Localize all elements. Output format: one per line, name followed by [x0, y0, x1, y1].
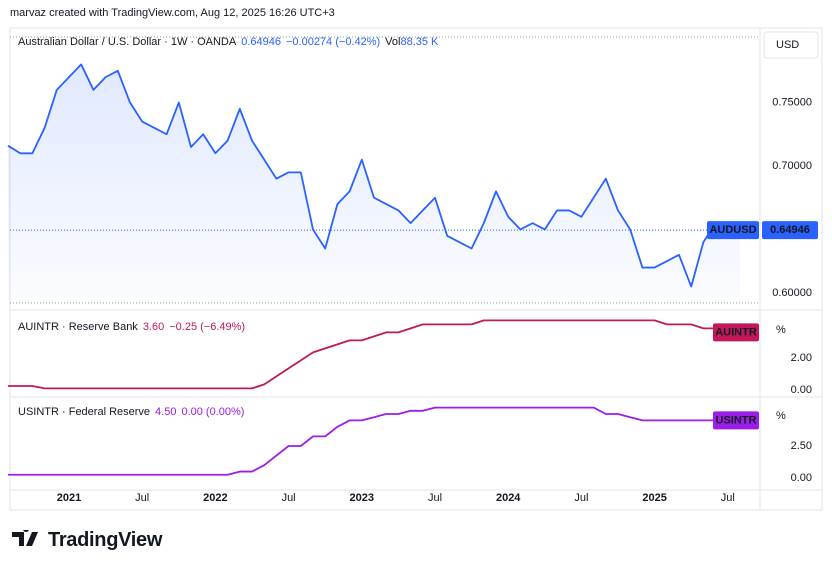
value-change: −0.25 (−6.49%) [169, 321, 246, 333]
series-tag: AUDUSD [709, 224, 756, 236]
y-tick-label: 2.50 [791, 440, 812, 452]
tag-box [707, 221, 759, 240]
x-tick-label: Jul [721, 492, 735, 504]
y-tick-label: 0.00 [791, 472, 812, 484]
y-tick-label: 0.70000 [772, 160, 812, 172]
x-tick-label: 2022 [203, 492, 227, 504]
x-tick-label: Jul [574, 492, 588, 504]
brand-name: TradingView [48, 529, 163, 551]
x-tick-label: 2021 [57, 492, 81, 504]
value-change: 0.00 (0.00%) [181, 406, 245, 418]
x-tick-label: 2023 [350, 492, 374, 504]
y-tick-label: 0.00 [791, 384, 812, 396]
last-price: 0.64946 [241, 36, 281, 48]
indicator-title: AUINTR · Reserve Bank [18, 321, 138, 333]
last-value: 4.50 [155, 406, 177, 418]
axis-unit: % [776, 324, 786, 336]
x-tick-label: Jul [282, 492, 296, 504]
area-fill [8, 64, 740, 303]
x-tick-label: Jul [135, 492, 149, 504]
pane-header: AUINTR · Reserve Bank 3.60 −0.25 (−6.49%) [18, 321, 250, 333]
volume: 88.35 K [400, 36, 439, 48]
price-tag: 0.64946 [770, 224, 810, 236]
tag-box [713, 323, 759, 342]
indicator-title: USINTR · Federal Reserve [18, 406, 151, 418]
axis-unit: USD [776, 39, 799, 51]
y-tick-label: 0.75000 [772, 96, 812, 108]
credit: marvaz created with TradingView.com, Aug… [10, 7, 335, 19]
x-tick-label: Jul [428, 492, 442, 504]
logo-mark [12, 526, 38, 546]
y-tick-label: 0.60000 [772, 287, 812, 299]
price-tag-box [762, 221, 818, 240]
brand-logo: TradingView [12, 526, 163, 552]
pane-header: USINTR · Federal Reserve 4.50 0.00 (0.00%) [18, 406, 249, 418]
x-tick-label: 2024 [496, 492, 521, 504]
price-line [7, 63, 741, 288]
symbol-title: Australian Dollar / U.S. Dollar · 1W · O… [18, 36, 237, 48]
series-tag: AUINTR [715, 326, 757, 338]
x-tick-label: 2025 [642, 492, 666, 504]
axis-unit: % [776, 410, 786, 422]
series-tag: USINTR [716, 414, 757, 426]
indicator-line [8, 406, 740, 476]
volume-label: Vol [385, 36, 401, 48]
indicator-line [8, 319, 741, 390]
pane-header: Australian Dollar / U.S. Dollar · 1W · O… [18, 36, 443, 48]
unit-box [763, 31, 819, 59]
price-change: −0.00274 (−0.42%) [285, 36, 381, 48]
y-tick-label: 2.00 [791, 352, 812, 364]
last-value: 3.60 [142, 321, 165, 333]
tag-box [713, 411, 759, 430]
